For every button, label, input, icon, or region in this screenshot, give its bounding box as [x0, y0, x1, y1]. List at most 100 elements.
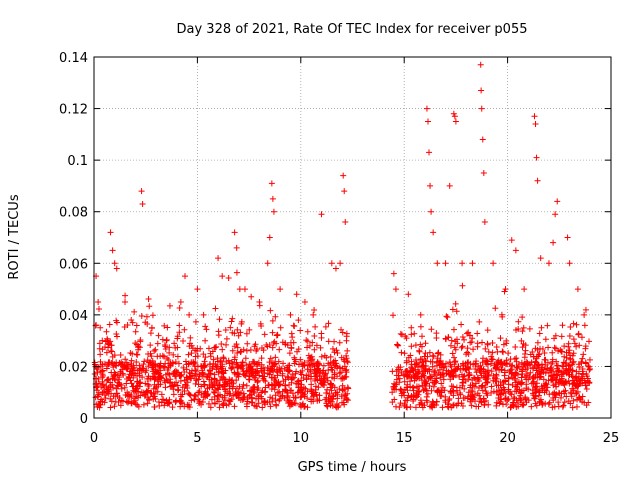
data-point: [459, 382, 466, 389]
data-point: [551, 344, 558, 351]
data-point: [441, 387, 448, 394]
data-point: [538, 368, 545, 375]
data-point: [310, 398, 317, 405]
data-point: [297, 356, 304, 363]
data-point: [233, 341, 240, 348]
data-point: [455, 395, 462, 402]
data-point: [188, 370, 195, 377]
data-point: [541, 349, 548, 356]
data-point: [284, 392, 291, 399]
data-point: [199, 399, 206, 406]
data-point: [320, 362, 327, 369]
data-point: [573, 321, 580, 328]
data-point: [484, 327, 491, 334]
data-point: [496, 391, 503, 398]
data-point: [214, 363, 221, 370]
data-point: [431, 369, 438, 376]
data-point: [583, 385, 590, 392]
data-point: [205, 345, 212, 352]
data-point: [474, 330, 481, 337]
data-point: [408, 331, 415, 338]
data-point: [112, 398, 119, 405]
data-point: [459, 403, 466, 410]
data-point: [418, 363, 425, 370]
data-point: [269, 329, 276, 336]
data-point: [557, 394, 564, 401]
data-point: [479, 382, 486, 389]
data-point: [548, 360, 555, 367]
data-point: [166, 302, 173, 309]
x-axis-label: GPS time / hours: [298, 460, 407, 475]
data-point: [344, 359, 351, 366]
data-point: [422, 357, 429, 364]
data-point: [575, 394, 582, 401]
data-point: [577, 395, 584, 402]
data-point: [169, 359, 176, 366]
data-point: [214, 385, 221, 392]
data-point: [540, 376, 547, 383]
data-point: [310, 311, 317, 318]
data-point: [105, 361, 112, 368]
data-point: [566, 347, 573, 354]
data-point: [162, 384, 169, 391]
data-point: [99, 367, 106, 374]
data-point: [251, 389, 258, 396]
data-point: [450, 383, 457, 390]
data-point: [107, 338, 114, 345]
data-point: [157, 374, 164, 381]
data-point: [439, 360, 446, 367]
data-point: [489, 349, 496, 356]
data-point: [549, 376, 556, 383]
data-point: [520, 387, 527, 394]
data-point: [322, 396, 329, 403]
data-point: [499, 313, 506, 320]
data-point: [258, 355, 265, 362]
data-point: [186, 373, 193, 380]
data-point: [532, 400, 539, 407]
data-point: [170, 386, 177, 393]
data-point: [124, 376, 131, 383]
data-point: [421, 379, 428, 386]
data-point: [390, 312, 397, 319]
data-point: [550, 239, 557, 246]
data-point: [339, 387, 346, 394]
data-point: [478, 372, 485, 379]
data-point: [181, 403, 188, 410]
data-point: [254, 369, 261, 376]
data-point: [544, 359, 551, 366]
data-point: [288, 345, 295, 352]
data-point: [252, 403, 259, 410]
data-point: [251, 374, 258, 381]
data-point: [545, 260, 552, 267]
data-point: [470, 346, 477, 353]
data-point: [235, 332, 242, 339]
data-point: [159, 352, 166, 359]
data-point: [286, 381, 293, 388]
data-point: [524, 362, 531, 369]
data-point: [478, 383, 485, 390]
data-point: [428, 402, 435, 409]
data-point: [480, 170, 487, 177]
data-point: [510, 401, 517, 408]
data-point: [218, 340, 225, 347]
data-point: [402, 397, 409, 404]
data-point: [522, 347, 529, 354]
data-point: [130, 374, 137, 381]
data-point: [292, 400, 299, 407]
data-point: [400, 371, 407, 378]
data-point: [565, 378, 572, 385]
data-point: [394, 341, 401, 348]
data-point: [404, 373, 411, 380]
data-point: [581, 322, 588, 329]
data-point: [527, 369, 534, 376]
data-point: [345, 397, 352, 404]
data-point: [485, 367, 492, 374]
data-point: [192, 367, 199, 374]
data-point: [139, 200, 146, 207]
data-point: [336, 386, 343, 393]
y-tick-label: 0.12: [59, 103, 88, 118]
data-point: [560, 363, 567, 370]
data-point: [321, 352, 328, 359]
data-point: [257, 320, 264, 327]
data-point: [137, 392, 144, 399]
